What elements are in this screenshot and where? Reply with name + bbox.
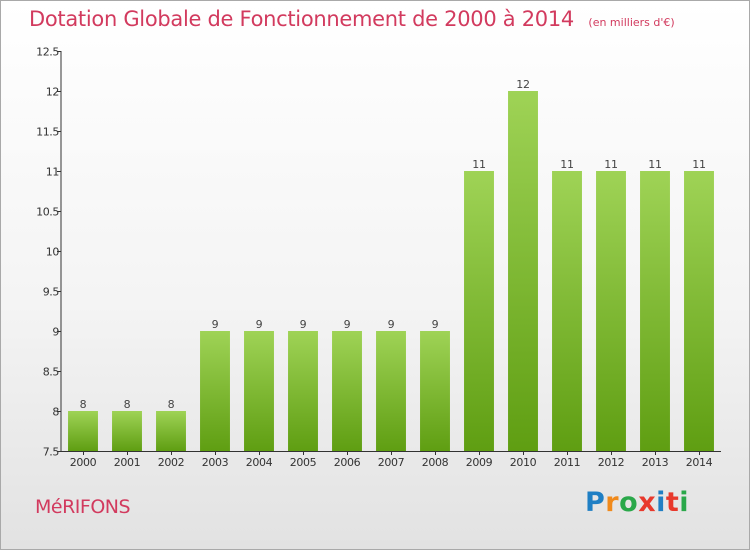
- bars: [68, 91, 714, 451]
- x-tick-label-2011: 2011: [554, 456, 580, 469]
- y-tick-label: 8: [52, 406, 59, 419]
- labels: 8 8 8 9 9 9 9 9 9 11 12 11 11 11 11: [80, 78, 706, 411]
- y-tick-label: 8.5: [43, 366, 60, 379]
- bar-2006: [332, 331, 362, 451]
- data-label-2010: 12: [516, 78, 529, 91]
- y-tick-label: 11: [46, 166, 59, 179]
- bar-2012: [596, 171, 626, 451]
- chart-subtitle: (en milliers d'€): [588, 16, 675, 29]
- x-tick-label-2012: 2012: [598, 456, 624, 469]
- axes: 7.5 8 8.5 9 9.5 10 10.5 11 11.5 12 12.5 2000 2001 200…: [36, 46, 721, 469]
- logo-letter: t: [665, 487, 680, 518]
- x-tick-label-2003: 2003: [202, 456, 229, 469]
- logo-letter: o: [619, 487, 639, 518]
- x-tick-label-2002: 2002: [158, 456, 184, 469]
- commune-name: MéRIFONS: [35, 496, 131, 518]
- bar-2013: [640, 171, 670, 451]
- data-label-2002: 8: [168, 398, 175, 411]
- x-tick-label-2001: 2001: [114, 456, 140, 469]
- data-label-2011: 11: [560, 158, 573, 171]
- x-tick-label-2010: 2010: [510, 456, 537, 469]
- bar-2008: [420, 331, 450, 451]
- data-label-2008: 9: [432, 318, 439, 331]
- logo-letter: i: [656, 487, 666, 518]
- chart-title: Dotation Globale de Fonctionnement de 20…: [29, 7, 574, 31]
- x-tick-label-2000: 2000: [70, 456, 97, 469]
- bar-2004: [244, 331, 274, 451]
- data-label-2004: 9: [256, 318, 263, 331]
- data-label-2007: 9: [388, 318, 395, 331]
- logo-letter: x: [638, 487, 657, 518]
- bar-2011: [552, 171, 582, 451]
- x-tick-label-2006: 2006: [334, 456, 361, 469]
- y-tick-label: 12: [46, 86, 59, 99]
- bar-2001: [112, 411, 142, 451]
- logo-letter: P: [585, 487, 606, 518]
- data-label-2006: 9: [344, 318, 351, 331]
- data-label-2003: 9: [212, 318, 219, 331]
- bar-2003: [200, 331, 230, 451]
- y-tick-label: 7.5: [43, 446, 60, 459]
- y-tick-label: 10.5: [36, 206, 59, 219]
- data-label-2009: 11: [472, 158, 485, 171]
- logo-letter: i: [679, 487, 690, 518]
- bar-2007: [376, 331, 406, 451]
- x-tick-label-2014: 2014: [686, 456, 713, 469]
- x-tick-label-2004: 2004: [246, 456, 273, 469]
- bar-2002: [156, 411, 186, 451]
- x-tick-label-2005: 2005: [290, 456, 317, 469]
- data-label-2012: 11: [604, 158, 617, 171]
- data-label-2005: 9: [300, 318, 307, 331]
- data-label-2014: 11: [692, 158, 705, 171]
- logo-letter: r: [605, 487, 620, 518]
- data-label-2000: 8: [80, 398, 87, 411]
- x-tick-label-2007: 2007: [378, 456, 405, 469]
- y-tick-label: 9.5: [43, 286, 60, 299]
- proxiti-logo[interactable]: Proxiti: [585, 487, 689, 518]
- bar-2009: [464, 171, 494, 451]
- data-label-2013: 11: [648, 158, 661, 171]
- x-tick-label-2008: 2008: [422, 456, 449, 469]
- bar-2000: [68, 411, 98, 451]
- bar-2014: [684, 171, 714, 451]
- y-tick-label: 10: [46, 246, 60, 259]
- chart-title-group: Dotation Globale de Fonctionnement de 20…: [29, 7, 675, 31]
- bar-2010: [508, 91, 538, 451]
- y-tick-label: 11.5: [36, 126, 59, 139]
- x-tick-label-2013: 2013: [642, 456, 669, 469]
- bar-2005: [288, 331, 318, 451]
- data-label-2001: 8: [124, 398, 131, 411]
- y-tick-label: 9: [52, 326, 59, 339]
- y-tick-label: 12.5: [36, 46, 59, 59]
- x-tick-label-2009: 2009: [466, 456, 493, 469]
